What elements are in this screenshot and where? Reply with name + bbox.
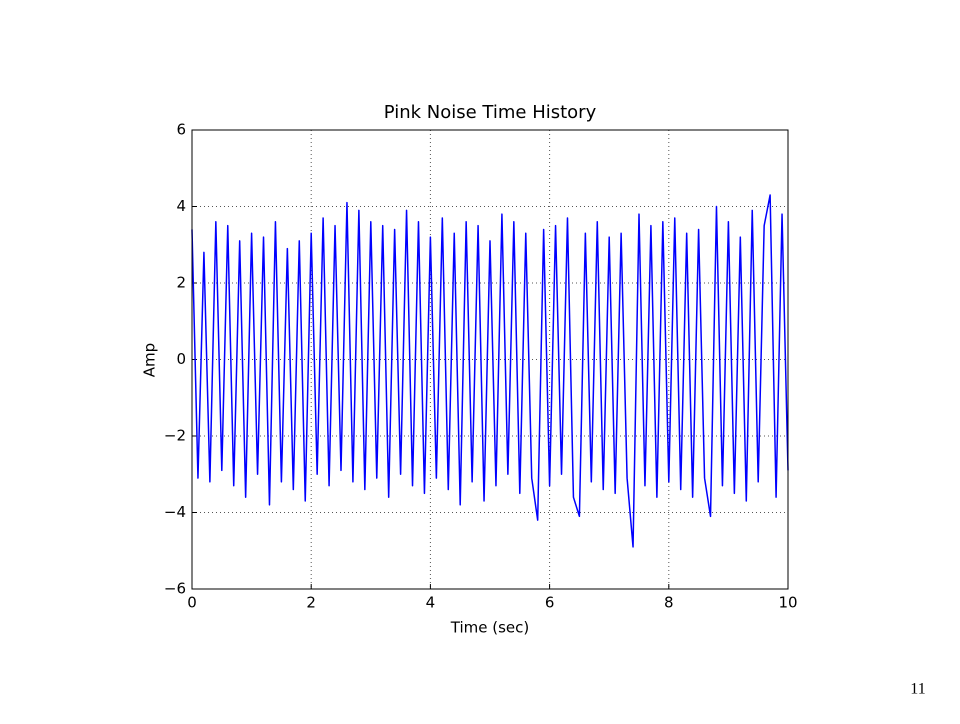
plot-area: 0 2 4 6 8 10 −6 −4 −2 0 2 4 6	[164, 121, 798, 612]
x-tick-label: 2	[306, 594, 316, 612]
x-tick-label: 10	[778, 594, 797, 612]
y-axis-label: Amp	[141, 343, 159, 377]
plot-frame	[191, 129, 789, 590]
y-tick-label: 2	[176, 274, 186, 292]
y-tick-label: −4	[164, 503, 186, 521]
signal-line	[191, 194, 789, 548]
y-tick-label: −2	[164, 427, 186, 445]
x-tick-label: 4	[426, 594, 436, 612]
y-tick-label: 6	[176, 121, 186, 139]
chart-title: Pink Noise Time History	[384, 102, 597, 123]
x-tick-label: 0	[187, 594, 197, 612]
y-tick-label: 0	[176, 350, 186, 368]
y-tick-label: 4	[176, 197, 186, 215]
x-tick-label: 8	[664, 594, 674, 612]
y-tick-label: −6	[164, 580, 186, 598]
page-number: 11	[910, 681, 925, 698]
x-axis-label: Time (sec)	[450, 619, 529, 637]
x-tick-label: 6	[545, 594, 555, 612]
